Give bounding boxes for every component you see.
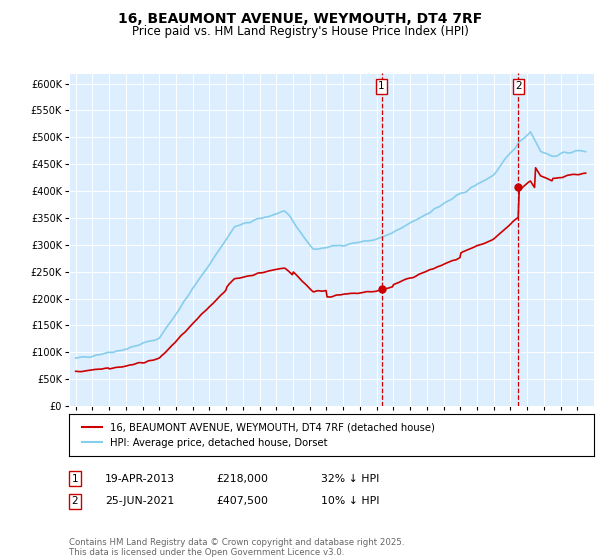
- Text: 2: 2: [71, 496, 79, 506]
- Text: Contains HM Land Registry data © Crown copyright and database right 2025.
This d: Contains HM Land Registry data © Crown c…: [69, 538, 404, 557]
- Text: 32% ↓ HPI: 32% ↓ HPI: [321, 474, 379, 484]
- Text: £218,000: £218,000: [216, 474, 268, 484]
- Text: 16, BEAUMONT AVENUE, WEYMOUTH, DT4 7RF: 16, BEAUMONT AVENUE, WEYMOUTH, DT4 7RF: [118, 12, 482, 26]
- Text: 2: 2: [515, 81, 522, 91]
- Text: £407,500: £407,500: [216, 496, 268, 506]
- Legend: 16, BEAUMONT AVENUE, WEYMOUTH, DT4 7RF (detached house), HPI: Average price, det: 16, BEAUMONT AVENUE, WEYMOUTH, DT4 7RF (…: [79, 420, 438, 451]
- Text: 1: 1: [378, 81, 385, 91]
- Text: 1: 1: [71, 474, 79, 484]
- Text: Price paid vs. HM Land Registry's House Price Index (HPI): Price paid vs. HM Land Registry's House …: [131, 25, 469, 38]
- Text: 19-APR-2013: 19-APR-2013: [105, 474, 175, 484]
- Text: 25-JUN-2021: 25-JUN-2021: [105, 496, 174, 506]
- Text: 10% ↓ HPI: 10% ↓ HPI: [321, 496, 380, 506]
